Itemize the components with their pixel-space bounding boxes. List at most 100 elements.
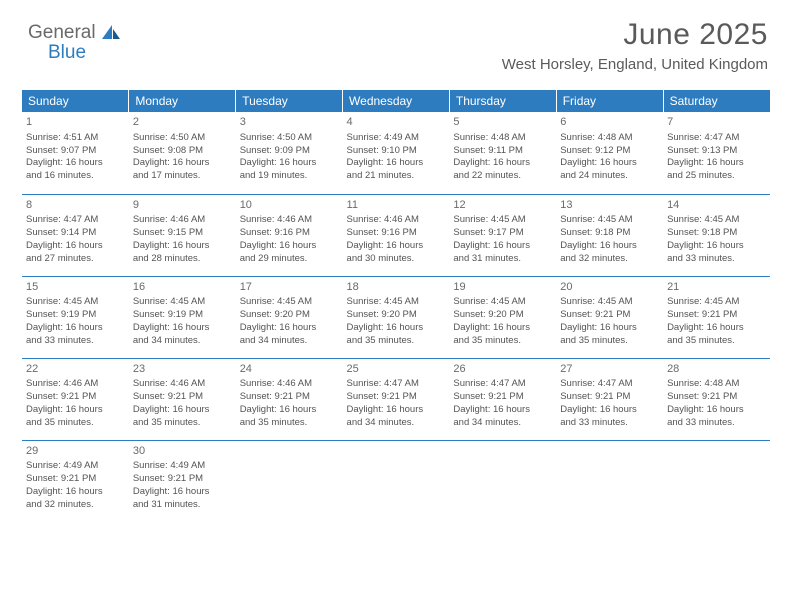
- day-number: 9: [133, 198, 232, 213]
- daylight-line: Daylight: 16 hours: [560, 322, 659, 335]
- sunset-line: Sunset: 9:21 PM: [240, 391, 339, 404]
- daylight-line: and 17 minutes.: [133, 170, 232, 183]
- daylight-line: and 34 minutes.: [453, 417, 552, 430]
- day-number: 6: [560, 115, 659, 130]
- calendar-cell: 23Sunrise: 4:46 AMSunset: 9:21 PMDayligh…: [129, 358, 236, 440]
- calendar-cell: 16Sunrise: 4:45 AMSunset: 9:19 PMDayligh…: [129, 276, 236, 358]
- daylight-line: and 33 minutes.: [667, 253, 766, 266]
- calendar-cell: [663, 440, 770, 522]
- month-title: June 2025: [502, 18, 768, 52]
- sunrise-line: Sunrise: 4:45 AM: [240, 296, 339, 309]
- sunset-line: Sunset: 9:21 PM: [667, 309, 766, 322]
- day-number: 29: [26, 444, 125, 459]
- logo-text-general: General: [28, 22, 96, 44]
- title-block: June 2025 West Horsley, England, United …: [502, 18, 768, 73]
- calendar-cell: [449, 440, 556, 522]
- sunset-line: Sunset: 9:20 PM: [240, 309, 339, 322]
- calendar-cell: 24Sunrise: 4:46 AMSunset: 9:21 PMDayligh…: [236, 358, 343, 440]
- sunset-line: Sunset: 9:21 PM: [560, 309, 659, 322]
- day-number: 19: [453, 280, 552, 295]
- daylight-line: and 32 minutes.: [560, 253, 659, 266]
- weekday-header: Tuesday: [236, 90, 343, 112]
- daylight-line: and 16 minutes.: [26, 170, 125, 183]
- daylight-line: Daylight: 16 hours: [347, 157, 446, 170]
- sunset-line: Sunset: 9:17 PM: [453, 227, 552, 240]
- daylight-line: Daylight: 16 hours: [667, 322, 766, 335]
- sunset-line: Sunset: 9:08 PM: [133, 145, 232, 158]
- daylight-line: and 35 minutes.: [133, 417, 232, 430]
- daylight-line: and 33 minutes.: [26, 335, 125, 348]
- sunrise-line: Sunrise: 4:49 AM: [133, 460, 232, 473]
- sunrise-line: Sunrise: 4:45 AM: [133, 296, 232, 309]
- daylight-line: Daylight: 16 hours: [26, 240, 125, 253]
- day-number: 3: [240, 115, 339, 130]
- daylight-line: Daylight: 16 hours: [240, 404, 339, 417]
- calendar-cell: 26Sunrise: 4:47 AMSunset: 9:21 PMDayligh…: [449, 358, 556, 440]
- calendar-cell: [343, 440, 450, 522]
- day-number: 14: [667, 198, 766, 213]
- day-number: 16: [133, 280, 232, 295]
- sunrise-line: Sunrise: 4:46 AM: [347, 214, 446, 227]
- sunrise-line: Sunrise: 4:45 AM: [453, 296, 552, 309]
- logo: General: [28, 22, 122, 44]
- sunrise-line: Sunrise: 4:45 AM: [667, 296, 766, 309]
- daylight-line: and 35 minutes.: [347, 335, 446, 348]
- sunrise-line: Sunrise: 4:48 AM: [560, 132, 659, 145]
- sunset-line: Sunset: 9:21 PM: [453, 391, 552, 404]
- sunset-line: Sunset: 9:14 PM: [26, 227, 125, 240]
- calendar-cell: [236, 440, 343, 522]
- calendar-cell: 11Sunrise: 4:46 AMSunset: 9:16 PMDayligh…: [343, 194, 450, 276]
- weekday-header: Friday: [556, 90, 663, 112]
- calendar-cell: 17Sunrise: 4:45 AMSunset: 9:20 PMDayligh…: [236, 276, 343, 358]
- sunrise-line: Sunrise: 4:46 AM: [133, 378, 232, 391]
- daylight-line: Daylight: 16 hours: [26, 486, 125, 499]
- day-number: 25: [347, 362, 446, 377]
- sunrise-line: Sunrise: 4:46 AM: [26, 378, 125, 391]
- sunset-line: Sunset: 9:20 PM: [453, 309, 552, 322]
- sunrise-line: Sunrise: 4:45 AM: [347, 296, 446, 309]
- calendar-cell: 1Sunrise: 4:51 AMSunset: 9:07 PMDaylight…: [22, 112, 129, 194]
- daylight-line: and 34 minutes.: [240, 335, 339, 348]
- day-number: 21: [667, 280, 766, 295]
- daylight-line: and 31 minutes.: [453, 253, 552, 266]
- sunset-line: Sunset: 9:19 PM: [26, 309, 125, 322]
- logo-sail-icon: [100, 23, 122, 41]
- calendar-cell: 13Sunrise: 4:45 AMSunset: 9:18 PMDayligh…: [556, 194, 663, 276]
- daylight-line: Daylight: 16 hours: [453, 404, 552, 417]
- sunrise-line: Sunrise: 4:46 AM: [240, 214, 339, 227]
- sunrise-line: Sunrise: 4:47 AM: [26, 214, 125, 227]
- location-subtitle: West Horsley, England, United Kingdom: [502, 56, 768, 73]
- calendar-cell: 10Sunrise: 4:46 AMSunset: 9:16 PMDayligh…: [236, 194, 343, 276]
- calendar-cell: 14Sunrise: 4:45 AMSunset: 9:18 PMDayligh…: [663, 194, 770, 276]
- daylight-line: Daylight: 16 hours: [133, 157, 232, 170]
- weekday-header: Monday: [129, 90, 236, 112]
- daylight-line: and 21 minutes.: [347, 170, 446, 183]
- daylight-line: Daylight: 16 hours: [667, 240, 766, 253]
- sunrise-line: Sunrise: 4:45 AM: [667, 214, 766, 227]
- sunrise-line: Sunrise: 4:51 AM: [26, 132, 125, 145]
- daylight-line: Daylight: 16 hours: [453, 157, 552, 170]
- sunset-line: Sunset: 9:20 PM: [347, 309, 446, 322]
- sunset-line: Sunset: 9:10 PM: [347, 145, 446, 158]
- calendar-cell: 22Sunrise: 4:46 AMSunset: 9:21 PMDayligh…: [22, 358, 129, 440]
- sunset-line: Sunset: 9:16 PM: [240, 227, 339, 240]
- sunrise-line: Sunrise: 4:45 AM: [560, 296, 659, 309]
- daylight-line: Daylight: 16 hours: [133, 240, 232, 253]
- daylight-line: and 24 minutes.: [560, 170, 659, 183]
- daylight-line: Daylight: 16 hours: [347, 322, 446, 335]
- calendar-cell: 19Sunrise: 4:45 AMSunset: 9:20 PMDayligh…: [449, 276, 556, 358]
- daylight-line: Daylight: 16 hours: [347, 240, 446, 253]
- daylight-line: Daylight: 16 hours: [26, 404, 125, 417]
- calendar-row: 1Sunrise: 4:51 AMSunset: 9:07 PMDaylight…: [22, 112, 770, 194]
- calendar-row: 22Sunrise: 4:46 AMSunset: 9:21 PMDayligh…: [22, 358, 770, 440]
- sunset-line: Sunset: 9:21 PM: [26, 391, 125, 404]
- daylight-line: and 31 minutes.: [133, 499, 232, 512]
- daylight-line: Daylight: 16 hours: [240, 322, 339, 335]
- day-number: 4: [347, 115, 446, 130]
- logo-line2: Blue: [28, 42, 86, 64]
- weekday-header: Thursday: [449, 90, 556, 112]
- daylight-line: Daylight: 16 hours: [240, 240, 339, 253]
- calendar-cell: 18Sunrise: 4:45 AMSunset: 9:20 PMDayligh…: [343, 276, 450, 358]
- sunrise-line: Sunrise: 4:47 AM: [560, 378, 659, 391]
- calendar-cell: 8Sunrise: 4:47 AMSunset: 9:14 PMDaylight…: [22, 194, 129, 276]
